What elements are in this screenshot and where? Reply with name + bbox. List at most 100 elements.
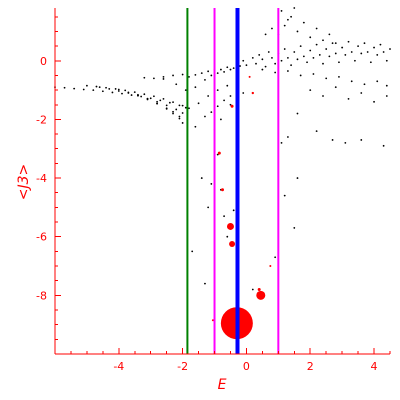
black-point-93 — [271, 56, 273, 59]
black-point-162 — [373, 100, 375, 103]
black-point-62 — [220, 68, 222, 71]
black-point-6 — [111, 91, 114, 94]
black-point-54 — [162, 76, 165, 78]
black-point-122 — [363, 42, 366, 45]
black-point-102 — [299, 45, 302, 48]
black-point-66 — [162, 78, 165, 80]
black-point-100 — [293, 51, 296, 53]
red-point-3 — [229, 241, 236, 248]
black-point-105 — [309, 49, 312, 52]
black-point-192 — [251, 288, 254, 291]
black-point-51 — [181, 122, 184, 124]
black-point-118 — [350, 51, 353, 53]
black-point-7 — [121, 92, 123, 95]
black-point-43 — [172, 110, 174, 113]
black-point-25 — [181, 104, 184, 107]
black-point-92 — [267, 51, 270, 53]
black-point-155 — [271, 27, 273, 30]
black-point-72 — [216, 72, 219, 74]
black-point-117 — [347, 40, 350, 43]
black-point-18 — [114, 88, 117, 90]
black-point-123 — [366, 51, 369, 53]
black-point-38 — [127, 91, 130, 94]
black-point-81 — [197, 102, 200, 105]
black-point-8 — [130, 94, 133, 96]
black-point-149 — [322, 39, 324, 42]
black-point-184 — [232, 209, 235, 212]
black-point-98 — [287, 56, 289, 59]
red-point-2 — [226, 222, 234, 230]
black-point-171 — [382, 144, 385, 147]
black-point-49 — [172, 112, 174, 115]
black-point-173 — [242, 92, 245, 94]
black-point-169 — [344, 141, 347, 144]
red-point-7 — [257, 287, 261, 291]
black-point-112 — [331, 42, 334, 45]
black-point-46 — [146, 97, 149, 100]
black-point-5 — [101, 90, 104, 93]
black-point-183 — [216, 153, 219, 156]
black-point-10 — [149, 97, 152, 100]
black-point-136 — [325, 77, 328, 80]
black-point-28 — [108, 88, 111, 90]
black-point-97 — [283, 48, 286, 50]
vertical-lines — [186, 8, 280, 354]
black-point-116 — [344, 54, 347, 56]
red-point-11 — [269, 265, 272, 268]
black-point-152 — [280, 10, 283, 12]
black-point-188 — [296, 177, 299, 179]
black-point-148 — [315, 27, 318, 30]
black-point-151 — [334, 42, 337, 45]
red-point-5 — [221, 188, 224, 192]
black-point-36 — [181, 112, 184, 114]
black-point-167 — [280, 141, 283, 144]
y-tick-label-3: -6 — [36, 231, 47, 244]
black-point-83 — [216, 89, 219, 92]
black-point-35 — [175, 108, 178, 111]
black-point-29 — [117, 90, 120, 92]
black-point-71 — [210, 74, 213, 77]
black-point-12 — [168, 101, 171, 104]
red-point-12 — [248, 75, 251, 78]
black-point-2 — [73, 87, 76, 90]
black-point-115 — [341, 46, 344, 49]
black-point-144 — [290, 15, 292, 18]
black-point-96 — [280, 59, 283, 62]
black-point-177 — [191, 250, 194, 253]
black-point-180 — [210, 183, 213, 185]
black-point-107 — [315, 43, 318, 46]
black-point-34 — [165, 104, 168, 107]
black-point-16 — [95, 85, 98, 88]
black-point-189 — [274, 256, 277, 259]
black-point-57 — [188, 76, 190, 78]
x-tick-label-3: 2 — [307, 360, 314, 373]
black-point-48 — [165, 107, 168, 110]
black-point-3 — [82, 88, 85, 91]
black-point-138 — [350, 80, 353, 83]
axes — [54, 8, 390, 355]
black-point-70 — [204, 78, 206, 81]
black-point-89 — [258, 54, 261, 56]
black-point-175 — [220, 118, 222, 121]
black-point-60 — [207, 70, 210, 73]
red-point-4 — [217, 151, 221, 155]
black-point-132 — [274, 71, 277, 74]
black-point-52 — [143, 76, 146, 79]
black-point-133 — [287, 70, 289, 72]
x-tick-label-0: -4 — [113, 360, 124, 373]
ticks: -4 -2 0 2 4 0 -2 -4 -6 -8 — [36, 16, 391, 373]
black-point-106 — [312, 56, 315, 59]
black-point-103 — [302, 55, 305, 58]
black-point-190 — [293, 227, 296, 229]
black-point-69 — [194, 86, 197, 89]
y-tick-label-2: -4 — [36, 172, 47, 185]
black-point-58 — [194, 73, 197, 76]
y-tick-label-0: 0 — [40, 55, 47, 68]
black-point-17 — [105, 86, 107, 89]
red-point-10 — [211, 319, 214, 322]
black-point-65 — [239, 65, 241, 67]
black-point-4 — [92, 89, 95, 92]
chart-marks — [54, 7, 391, 340]
black-point-154 — [293, 7, 296, 9]
black-point-27 — [98, 86, 101, 89]
